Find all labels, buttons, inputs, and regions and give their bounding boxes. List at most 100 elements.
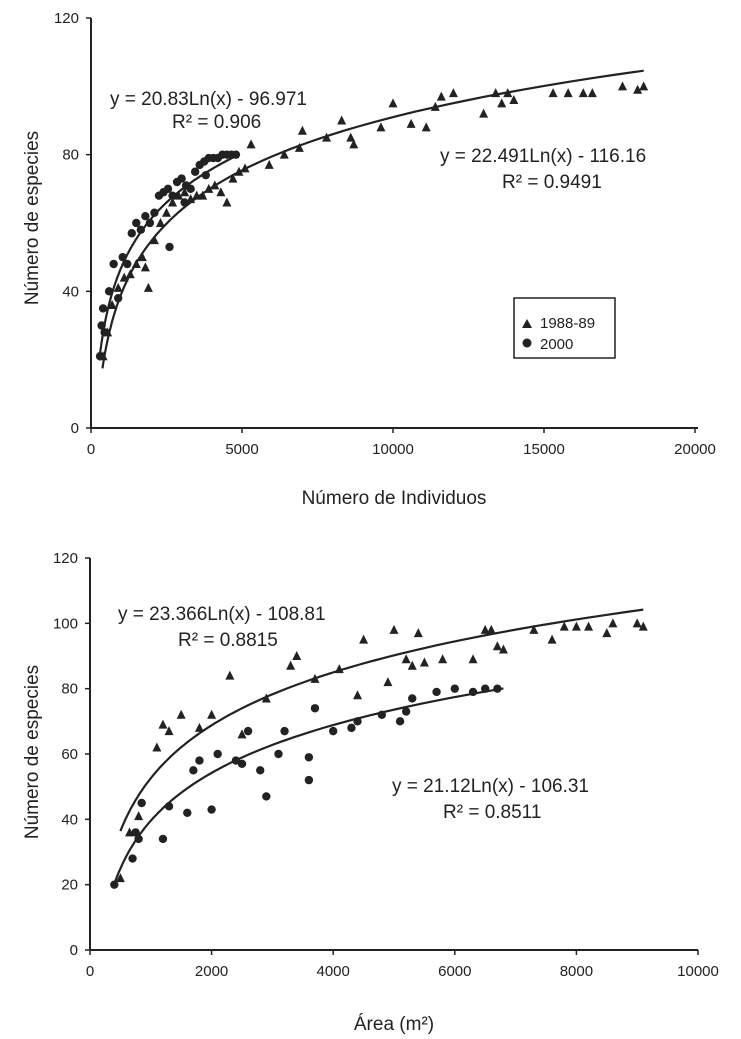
point-1988-89 [194,722,204,732]
point-1988-89 [210,180,220,190]
chart-area: 0 2000 4000 6000 8000 10000 0 20 40 60 80 100 120 Ár… [22,550,719,1035]
point-1988-89 [608,618,618,628]
point-1988-89 [264,159,274,169]
point-1988-89 [571,621,581,631]
x-tick-label: 2000 [195,963,228,980]
point-1988-89 [164,726,174,736]
point-2000 [481,684,490,693]
point-1988-89 [119,272,129,282]
point-2000 [304,753,314,762]
point-1988-89 [168,197,178,207]
trendline-2000 [113,687,504,885]
fit-equation-1988: y = 23.366Ln(x) - 108.81 [118,604,326,625]
point-1988-89 [413,628,423,638]
point-2000 [468,687,478,697]
trendline-1988-89 [119,608,644,832]
point-2000 [145,218,155,228]
point-1988-89 [222,197,232,207]
point-1988-89 [480,624,490,634]
point-1988-89 [225,670,235,680]
trendline-1988-89 [101,69,644,369]
point-1988-89 [155,218,165,227]
point-1988-89 [421,122,431,132]
x-tick-label: 10000 [677,963,719,980]
chart-individuos: 0 5000 10000 15000 20000 0 40 80 120 Número de I… [22,10,716,509]
fit-r2-2000: R² = 0.906 [172,112,261,133]
point-2000 [134,834,143,844]
point-1988-89 [509,95,519,104]
point-1988-89 [310,673,320,683]
point-2000 [100,328,109,337]
x-tick-label: 0 [86,963,94,980]
point-2000 [104,287,114,296]
point-2000 [310,704,320,713]
point-2000 [395,717,405,726]
y-tick-label: 120 [54,10,79,27]
point-1988-89 [162,207,171,217]
point-2000 [329,726,338,736]
point-1988-89 [376,122,386,132]
point-1988-89 [192,190,202,200]
point-1988-89 [198,190,208,200]
x-tick-label: 10000 [372,441,414,458]
point-1988-89 [468,654,478,664]
point-1988-89 [107,300,117,309]
point-2000 [150,208,159,217]
point-1988-89 [529,624,539,634]
fit-equation-1988: y = 22.491Ln(x) - 116.16 [440,146,646,167]
point-2000 [243,726,253,736]
fit-r2-1988: R² = 0.8815 [178,630,278,651]
point-1988-89 [548,88,558,98]
point-1988-89 [286,660,296,670]
point-1988-89 [334,664,344,674]
point-2000 [127,229,136,238]
point-1988-89 [346,132,356,142]
point-2000 [401,707,411,716]
y-tick-label: 40 [61,811,78,828]
point-2000 [109,259,118,269]
point-1988-89 [279,149,289,159]
point-2000 [274,749,283,759]
point-1988-89 [430,101,440,111]
point-1988-89 [448,88,458,98]
point-1988-89 [237,729,247,739]
trendline-2000 [99,155,237,354]
point-2000 [123,259,132,269]
point-2000 [408,694,417,703]
point-2000 [98,304,108,313]
point-1988-89 [486,624,496,634]
point-2000 [131,828,140,837]
point-1988-89 [438,654,448,664]
point-1988-89 [140,262,150,272]
point-2000 [280,726,289,736]
point-2000 [493,684,502,693]
point-2000 [128,854,137,863]
point-2000 [189,766,198,775]
point-1988-89 [176,709,186,719]
point-2000 [158,834,168,844]
point-1988-89 [180,187,190,197]
point-1988-89 [638,621,648,631]
point-2000 [450,684,459,693]
y-axis-label: Número de especies [22,665,43,839]
point-1988-89 [497,98,507,108]
point-2000 [141,211,150,221]
point-1988-89 [137,252,147,262]
point-2000 [262,792,271,801]
point-2000 [113,293,123,303]
point-1988-89 [149,235,159,245]
point-2000 [201,170,210,180]
legend: 1988-89 2000 [513,297,616,359]
point-1988-89 [498,644,508,654]
point-1988-89 [389,624,399,634]
x-axis-label: Área (m²) [354,1014,434,1035]
legend-label-2000: 2000 [540,336,573,353]
point-1988-89 [134,811,144,821]
point-1988-89 [436,91,446,101]
point-1988-89 [388,98,398,108]
y-tick-label: 120 [53,550,78,567]
x-tick-label: 20000 [674,441,716,458]
point-2000 [256,766,265,775]
point-2000 [207,805,216,814]
